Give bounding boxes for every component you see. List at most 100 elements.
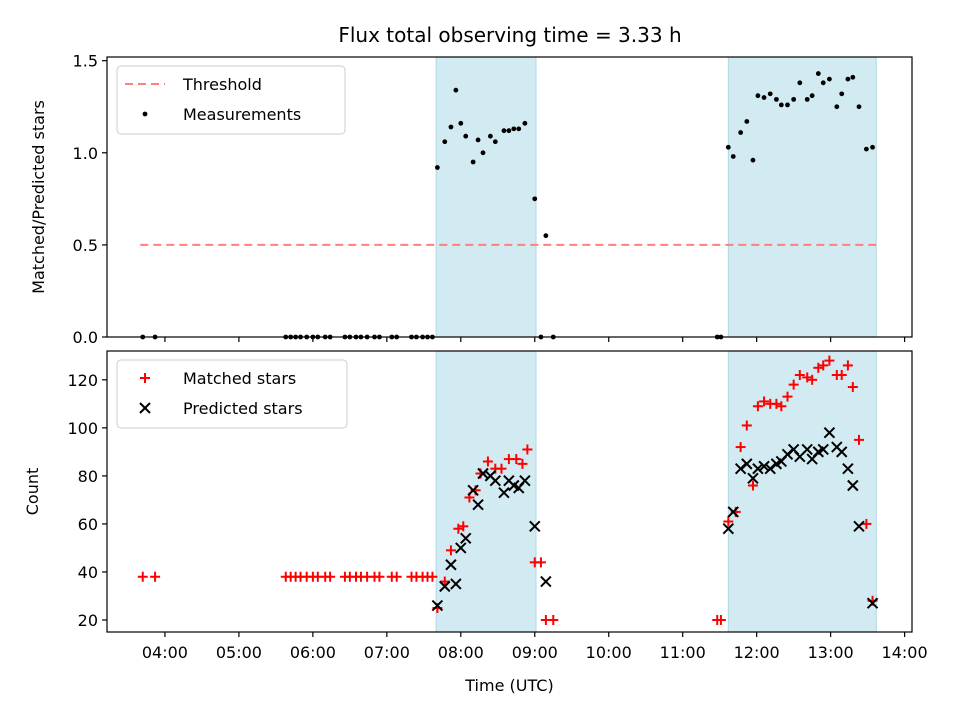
matched-star-marker [427,571,438,582]
matched-star-marker [735,442,746,453]
matched-star-marker [747,480,758,491]
matched-star-marker [150,571,161,582]
measurement-point [487,133,493,139]
matched-star-marker [759,396,770,407]
predicted-star-marker [823,426,836,439]
bottom-shaded-interval [435,350,537,633]
marker-stroke [758,460,770,472]
predicted-star-marker [498,486,510,499]
marker-stroke [460,532,472,545]
marker-stroke [445,559,457,571]
predicted-star-marker [489,474,502,487]
top-ytick-label: 0.0 [73,328,98,347]
bottom-panel: 20 40 60 80 100 120 04:00 05:00 06:00 07:00 08:00 0… [23,350,928,695]
xtick-label: 14:00 [882,643,928,662]
predicted-star-marker [445,559,457,571]
bottom-axes-frame [106,350,913,633]
marker-stroke [722,523,735,535]
chart-title: Flux total observing time = 3.33 h [338,23,681,47]
measurement-point [475,137,481,143]
matched-star-marker [439,576,450,587]
matched-star-marker [511,454,522,465]
xtick-label: 06:00 [290,643,336,662]
top-shaded-interval [727,56,877,338]
matched-star-marker [482,456,493,467]
matched-star-marker [842,360,853,371]
measurement-point [543,233,549,239]
measurement-point [532,196,538,202]
matched-star-marker [548,614,559,625]
marker-stroke [842,462,854,475]
bottom-shaded-interval [727,350,877,633]
predicted-star-marker [722,523,735,535]
xtick-label: 11:00 [660,643,706,662]
matched-star-marker [847,382,858,393]
legend-box [116,65,346,135]
marker-stroke [847,479,859,492]
marker-stroke [747,472,759,484]
measurement-point [453,87,459,93]
measurement-point [480,150,486,156]
predicted-star-marker [460,532,472,545]
matched-star-marker [818,360,829,371]
predicted-star-marker [758,460,770,472]
predicted-star-marker [472,499,484,511]
xtick-label: 05:00 [216,643,262,662]
measurement-point [870,144,875,150]
matched-star-marker [374,571,385,582]
measurement-point [834,104,840,110]
top-ytick-label: 0.5 [73,236,98,255]
measurement-point [744,119,750,124]
matched-star-marker [517,458,528,469]
measurement-point [750,157,756,163]
top-ytick-label: 1.5 [73,52,98,71]
matched-star-marker [445,545,456,556]
matched-star-marker [788,379,799,390]
measurement-point [791,96,797,102]
bottom-ylabel: Count [23,468,42,516]
predicted-star-marker [450,578,462,590]
predicted-star-marker [540,575,552,588]
xtick-label: 09:00 [512,643,558,662]
marker-stroke [467,484,479,497]
marker-stroke [540,575,552,588]
measurement-point [516,126,522,132]
measurement-point [458,120,464,126]
xtick-label: 10:00 [586,643,632,662]
predicted-star-marker [747,472,759,484]
predicted-star-marker [853,520,865,533]
marker-stroke [787,443,800,456]
matched-star-marker [535,557,546,568]
xtick-label: 12:00 [734,643,780,662]
marker-stroke [489,474,502,487]
xtick-label: 07:00 [364,643,410,662]
predicted-star-marker [801,443,813,456]
predicted-star-marker [727,506,739,518]
marker-stroke [498,486,510,499]
marker-stroke [139,402,151,414]
marker-stroke [853,520,865,533]
measurement-point [448,124,454,130]
legend-predicted-swatch [139,402,151,414]
marker-stroke [472,499,484,511]
measurement-point [511,126,517,132]
marker-stroke [801,443,813,456]
measurement-point [773,96,779,102]
top-shaded-interval [435,56,537,338]
marker-stroke [836,446,848,458]
matched-star-marker [715,614,726,625]
marker-stroke [519,474,531,487]
measurement-point [778,102,784,108]
measurement-point [797,80,803,86]
legend-label: Measurements [183,105,301,124]
matched-star-marker [522,444,533,455]
predicted-star-marker [455,542,467,554]
predicted-star-marker [836,446,848,458]
legend-measurement-swatch [142,111,148,117]
matched-star-marker [741,420,752,431]
bottom-ytick-label: 100 [67,419,98,438]
legend-label: Threshold [182,75,262,94]
xtick-label: 08:00 [438,643,484,662]
measurement-point [463,133,469,139]
